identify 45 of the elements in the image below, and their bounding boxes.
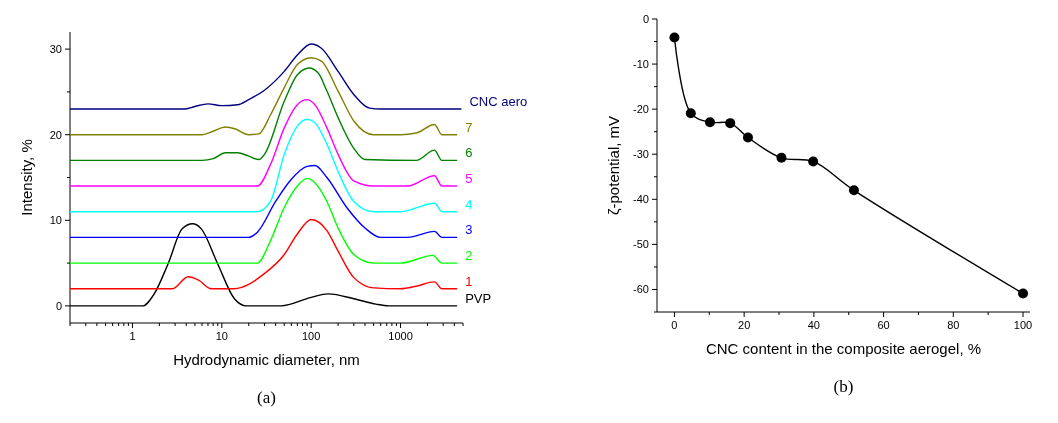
series-label: 5: [465, 171, 473, 187]
x-tick-label: 10: [215, 330, 228, 342]
point: [848, 185, 859, 196]
y-tick-label: 20: [49, 128, 62, 141]
text: (a): [257, 388, 276, 407]
series-label: CNC aero: [469, 94, 528, 110]
y-tick-label: -10: [633, 58, 649, 71]
y-tick-label: 0: [55, 299, 62, 312]
y-tick-label: -20: [633, 103, 649, 116]
series-label: 6: [465, 145, 473, 161]
series-label: 2: [465, 248, 473, 264]
point: [685, 108, 696, 119]
point: [704, 117, 715, 128]
x-tick-label: 80: [947, 319, 960, 331]
y-tick-label: 10: [49, 214, 62, 227]
y-tick-label: 0: [642, 13, 649, 25]
y-tick-label: -40: [633, 193, 649, 206]
text: (b): [833, 377, 854, 396]
x-tick-label: 100: [1013, 319, 1033, 331]
x-tick-label: 1: [129, 330, 136, 342]
x-axis-title: Hydrodynamic diameter, nm: [173, 351, 360, 368]
x-tick-label: 100: [302, 330, 321, 342]
x-axis-title: CNC content in the composite aerogel, %: [705, 340, 982, 357]
y-tick-label: -50: [633, 238, 649, 251]
point: [742, 132, 753, 143]
point: [808, 156, 819, 167]
series-label: 1: [465, 273, 473, 289]
x-tick-label: 0: [671, 319, 678, 331]
x-tick-label: 60: [877, 319, 890, 331]
series-label: 3: [465, 222, 473, 238]
x-tick-label: 40: [807, 319, 820, 331]
series-label: PVP: [465, 290, 492, 306]
point: [725, 118, 736, 129]
x-tick-label: 1000: [388, 330, 413, 342]
series-label: 4: [465, 196, 473, 212]
y-axis-title: Intensity, %: [18, 139, 35, 216]
y-axis-title: ζ-potential, mV: [605, 115, 622, 216]
y-tick-label: -30: [633, 148, 649, 161]
series-label: 7: [465, 119, 473, 135]
y-tick-label: -60: [633, 283, 649, 296]
point: [776, 152, 787, 163]
point: [669, 32, 680, 43]
x-tick-label: 20: [738, 319, 751, 331]
y-tick-label: 30: [49, 43, 62, 56]
point: [1018, 288, 1029, 299]
